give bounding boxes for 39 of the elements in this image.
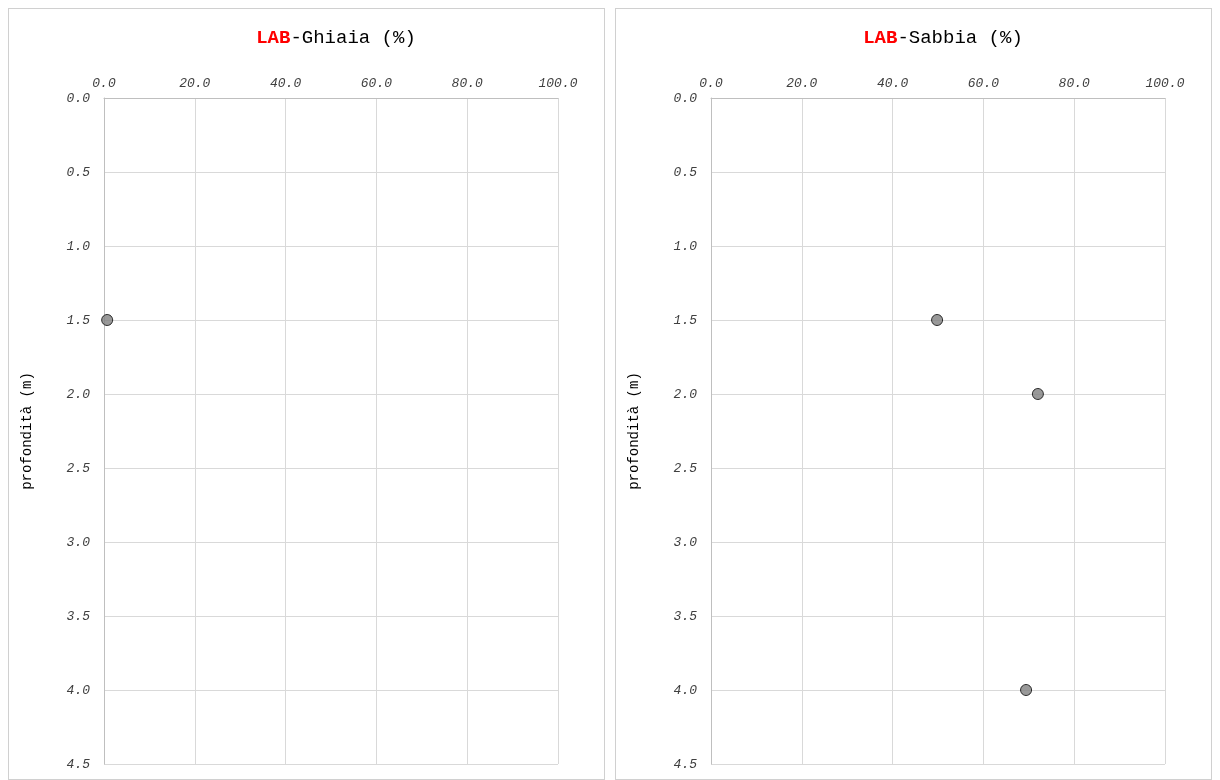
point: [1020, 684, 1033, 696]
x-tick-label: 40.0: [876, 76, 909, 91]
x-tick-label: 100.0: [1145, 76, 1185, 91]
y-tick-label: 2.0: [66, 386, 91, 402]
y-tick-label: 1.0: [66, 238, 91, 254]
y-tick-label: 3.5: [673, 608, 698, 624]
x-tick-label: 100.0: [538, 76, 578, 91]
y-tick-label: 0.0: [673, 90, 698, 106]
y-tick-label: 2.0: [673, 386, 698, 402]
y-tick-label: 0.5: [673, 164, 698, 180]
x-tick-label: 20.0: [786, 76, 818, 91]
chart-title: LAB-Sabbia (%): [863, 26, 1023, 49]
y-tick-label: 4.0: [673, 682, 698, 698]
y-tick-label: 0.5: [66, 164, 91, 180]
y-axis-title: profondità (m): [626, 372, 642, 490]
x-tick-label: 0.0: [92, 76, 116, 91]
y-tick-label: 2.5: [673, 460, 698, 476]
y-tick-label: 4.0: [66, 682, 91, 698]
x-tick-label: 80.0: [451, 76, 483, 91]
y-tick-label: 3.0: [66, 534, 91, 550]
y-tick-label: 2.5: [66, 460, 91, 476]
x-tick-label: 80.0: [1058, 76, 1090, 91]
point: [931, 314, 944, 326]
x-tick-label: 20.0: [179, 76, 211, 91]
y-tick-label: 3.5: [66, 608, 91, 624]
y-tick-label: 4.5: [673, 756, 698, 772]
x-tick-label: 40.0: [269, 76, 302, 91]
x-tick-label: 60.0: [360, 76, 393, 91]
y-tick-label: 3.0: [673, 534, 698, 550]
y-tick-label: 1.5: [673, 312, 698, 328]
chart-title: LAB-Ghiaia (%): [256, 26, 416, 49]
y-tick-label: 0.0: [66, 90, 91, 106]
y-tick-label: 1.5: [66, 312, 91, 328]
x-tick-label: 0.0: [699, 76, 723, 91]
x-tick-label: 60.0: [967, 76, 1000, 91]
y-tick-label: 4.5: [66, 756, 91, 772]
y-axis-title: profondità (m): [19, 372, 35, 490]
y-tick-label: 1.0: [673, 238, 698, 254]
point: [1031, 388, 1044, 400]
